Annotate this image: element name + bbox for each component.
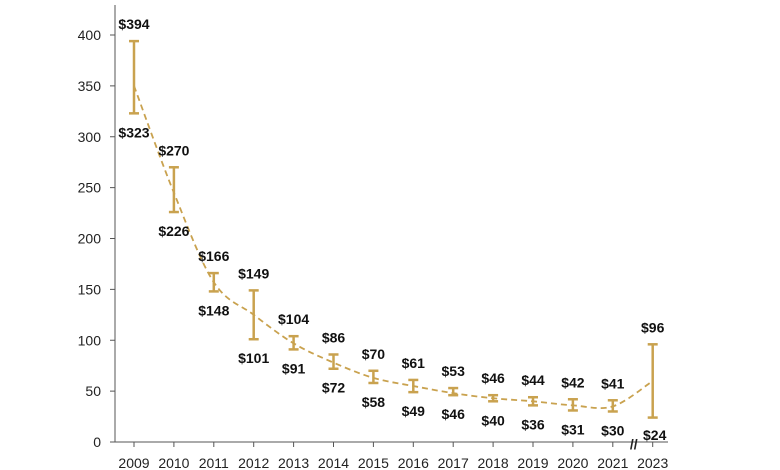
high-value-label: $53: [442, 363, 466, 379]
high-value-label: $149: [238, 265, 269, 281]
range-bar: [248, 289, 259, 341]
x-tick-label: 2017: [438, 455, 469, 470]
high-value-label: $42: [561, 374, 585, 390]
high-value-label: $44: [521, 372, 545, 388]
low-value-label: $30: [601, 422, 625, 438]
high-value-label: $394: [118, 16, 149, 32]
trend-line-group: [133, 85, 654, 409]
y-tick-label: 300: [78, 129, 102, 145]
high-value-label: $61: [402, 355, 426, 371]
y-tick-label: 350: [78, 78, 102, 94]
range-bar: [488, 393, 499, 403]
x-tick-label: 2021: [597, 455, 628, 470]
x-tick-label: 2015: [358, 455, 389, 470]
x-tick-label: 2011: [199, 455, 229, 470]
high-value-label: $70: [362, 346, 386, 362]
trend-line: [133, 85, 654, 409]
y-tick-label: 100: [78, 332, 102, 348]
range-bar: [168, 166, 179, 214]
high-value-label: $86: [322, 329, 346, 345]
range-bar: [448, 386, 459, 397]
range-bar: [607, 399, 618, 413]
x-tick-label: 2016: [398, 455, 429, 470]
low-value-label: $323: [118, 124, 149, 140]
y-tick-label: 400: [78, 27, 102, 43]
x-tick-label: 2010: [158, 455, 189, 470]
data-labels: $394 $323 $270 $226 $166 $148 $149 $101 $104 $91 $…: [118, 16, 666, 443]
y-tick-label: 200: [78, 231, 102, 247]
high-value-label: $270: [158, 142, 189, 158]
low-value-label: $58: [362, 394, 386, 410]
range-bar: [368, 369, 379, 385]
range-bar: [129, 39, 139, 115]
low-value-label: $24: [643, 427, 667, 443]
range-bar: [208, 271, 219, 293]
y-tick-label: 250: [78, 180, 102, 196]
range-bar: [288, 334, 299, 351]
range-bar: [528, 395, 538, 407]
y-axis-ticks: 0 50 100 150 200 250 300 350 400: [78, 27, 115, 450]
high-value-label: $96: [641, 319, 665, 335]
x-tick-label: 2018: [478, 455, 509, 470]
x-tick-label: 2023: [637, 455, 668, 470]
low-value-label: $31: [561, 421, 585, 437]
x-tick-label: 2019: [517, 455, 548, 470]
x-tick-label: 2012: [238, 455, 269, 470]
low-value-label: $40: [481, 412, 505, 428]
axis-break-marker: //: [630, 436, 638, 452]
range-bar: [647, 343, 658, 419]
x-axis-ticks: 2009 2010 2011 2012 2013 2014 2015 2016 2017 2018…: [118, 436, 668, 470]
range-bar: [408, 378, 419, 394]
y-tick-label: 150: [78, 281, 102, 297]
low-value-label: $148: [198, 302, 229, 318]
error-bars: [129, 39, 658, 419]
low-value-label: $46: [442, 406, 466, 422]
low-value-label: $49: [402, 403, 426, 419]
high-value-label: $166: [198, 248, 229, 264]
low-value-label: $36: [521, 416, 545, 432]
low-value-label: $91: [282, 360, 306, 376]
x-tick-label: 2013: [278, 455, 309, 470]
x-tick-label: 2020: [557, 455, 588, 470]
high-value-label: $46: [481, 370, 505, 386]
range-bar: [567, 398, 578, 412]
high-value-label: $104: [278, 311, 309, 327]
x-tick-label: 2009: [118, 455, 149, 470]
low-value-label: $226: [158, 223, 189, 239]
high-value-label: $41: [601, 375, 625, 391]
low-value-label: $101: [238, 350, 269, 366]
y-tick-label: 0: [93, 434, 101, 450]
x-tick-label: 2014: [318, 455, 349, 470]
range-bar: [328, 353, 339, 370]
low-value-label: $72: [322, 380, 346, 396]
axes: [114, 5, 668, 443]
y-tick-label: 50: [85, 383, 101, 399]
